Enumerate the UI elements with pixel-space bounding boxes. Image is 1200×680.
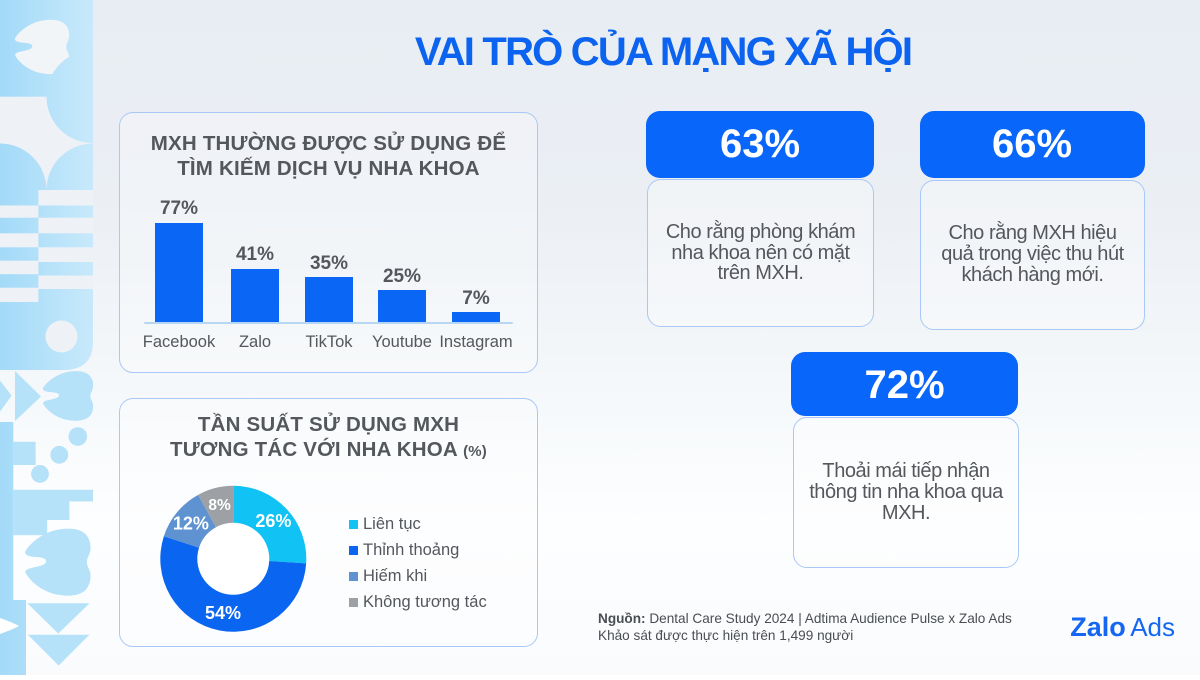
svg-text:12%: 12% xyxy=(173,514,209,534)
svg-text:8%: 8% xyxy=(208,497,231,514)
svg-text:54%: 54% xyxy=(205,603,241,623)
svg-text:26%: 26% xyxy=(255,511,291,531)
